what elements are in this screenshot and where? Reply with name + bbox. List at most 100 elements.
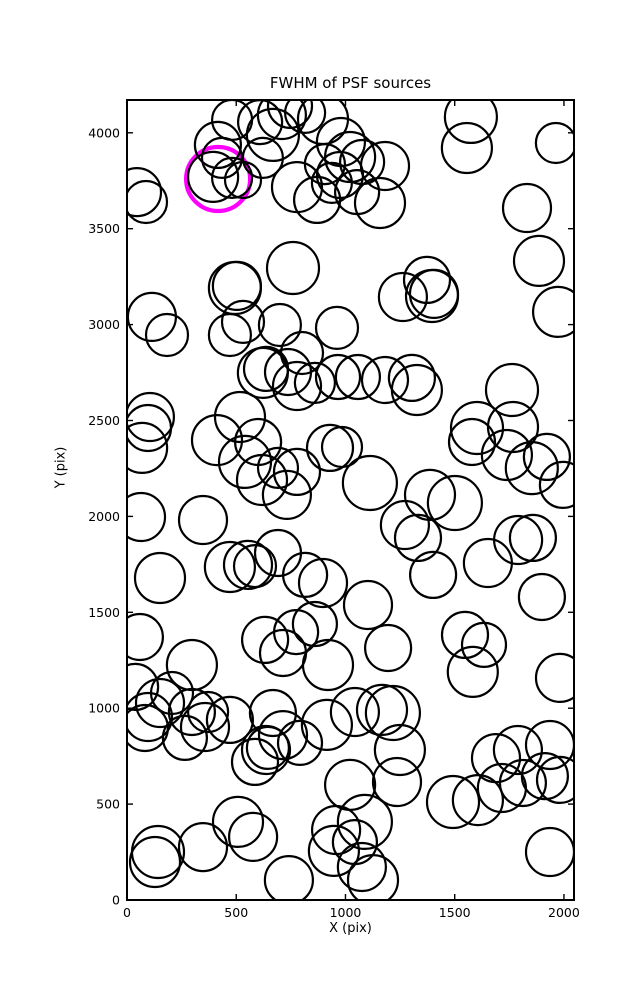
source-circle <box>127 291 177 342</box>
source-circle <box>127 167 163 218</box>
source-circle <box>144 312 190 358</box>
source-circle <box>223 160 263 200</box>
source-circle <box>379 499 430 551</box>
source-circle <box>300 698 353 752</box>
source-circle <box>177 494 229 546</box>
source-circle <box>211 795 265 849</box>
source-circle <box>127 491 167 543</box>
source-circle <box>130 824 186 880</box>
y-tick-label: 3000 <box>88 317 120 332</box>
source-circle <box>538 460 574 509</box>
source-circle <box>127 612 164 662</box>
source-circle <box>534 121 574 165</box>
source-circle <box>245 725 290 771</box>
source-circle <box>512 234 566 287</box>
source-circle <box>256 446 300 489</box>
x-tick-label: 0 <box>123 905 131 920</box>
source-circle <box>390 363 443 417</box>
source-circle <box>266 100 314 129</box>
source-circle <box>341 454 398 512</box>
source-circle <box>504 441 559 496</box>
highlight-circle <box>184 144 253 214</box>
source-circle <box>310 161 353 204</box>
source-circle <box>336 793 393 851</box>
source-circle <box>522 432 572 481</box>
source-circle <box>187 690 230 734</box>
x-axis-label: X (pix) <box>329 921 372 936</box>
source-circle <box>336 841 387 893</box>
source-circle <box>220 299 266 344</box>
source-circle <box>342 579 394 631</box>
source-circle <box>404 268 460 324</box>
y-tick-label: 4000 <box>88 125 120 140</box>
source-circle <box>346 854 400 900</box>
x-tick-label: 1000 <box>330 905 362 920</box>
x-tick-label: 1500 <box>439 905 471 920</box>
source-circle <box>425 774 481 830</box>
source-circle <box>161 714 208 762</box>
source-circle <box>460 621 508 669</box>
source-circle <box>177 821 229 873</box>
source-circle <box>426 474 483 532</box>
chart-title: FWHM of PSF sources <box>269 74 432 92</box>
source-circle <box>508 513 558 563</box>
source-circle <box>128 835 182 889</box>
source-circle <box>301 638 355 692</box>
source-circle <box>248 688 297 738</box>
source-circle <box>393 513 443 563</box>
source-circle <box>364 623 413 673</box>
source-circle <box>480 428 533 482</box>
source-circle <box>447 417 497 467</box>
source-circle <box>293 175 342 224</box>
source-circle <box>492 724 544 776</box>
y-tick-label: 500 <box>96 797 120 812</box>
source-circle <box>207 312 252 358</box>
source-circle <box>373 723 426 777</box>
source-circle <box>241 615 290 665</box>
source-circle <box>371 756 423 808</box>
source-circle <box>127 691 174 743</box>
source-circle <box>314 353 362 401</box>
source-circle <box>276 719 324 767</box>
axes-spines <box>126 99 575 901</box>
source-circle <box>193 120 242 169</box>
source-circle <box>256 100 307 141</box>
y-tick-label: 2000 <box>88 509 120 524</box>
source-circle <box>307 824 360 878</box>
source-circle <box>203 540 256 594</box>
source-circle <box>446 645 499 699</box>
source-circle <box>532 285 574 338</box>
source-circle <box>211 156 254 199</box>
source-circle <box>167 687 216 737</box>
source-circle <box>149 670 195 716</box>
source-circle <box>263 855 314 900</box>
source-circle <box>314 305 360 350</box>
source-circle <box>127 421 169 474</box>
source-circle <box>257 709 309 761</box>
source-circle <box>408 268 460 319</box>
source-circle <box>355 683 409 737</box>
y-tick-label: 3500 <box>88 221 120 236</box>
source-circle <box>524 719 574 771</box>
source-circle <box>271 360 323 412</box>
source-circle <box>217 434 273 489</box>
source-circle <box>230 737 280 787</box>
source-circle <box>534 652 574 703</box>
source-circle <box>324 758 377 812</box>
source-circle <box>265 240 321 296</box>
source-circle <box>449 400 505 456</box>
y-tick-label: 1500 <box>88 605 120 620</box>
source-circle <box>272 447 322 496</box>
source-circle <box>377 271 428 323</box>
source-circle <box>127 662 160 711</box>
source-circle <box>498 758 548 808</box>
source-circle <box>501 182 553 234</box>
source-circle <box>179 701 231 753</box>
source-circle <box>535 755 574 804</box>
x-tick-label: 500 <box>224 905 248 920</box>
source-circle <box>207 260 262 316</box>
source-circle <box>134 677 186 729</box>
source-circle <box>360 355 410 405</box>
source-circle <box>190 414 244 467</box>
